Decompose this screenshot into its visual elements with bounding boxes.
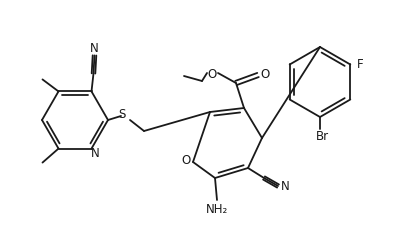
Text: O: O: [261, 69, 270, 82]
Text: N: N: [91, 147, 100, 160]
Text: O: O: [207, 69, 217, 82]
Text: F: F: [357, 58, 363, 71]
Text: S: S: [119, 109, 126, 122]
Text: N: N: [90, 42, 99, 55]
Text: Br: Br: [316, 131, 328, 144]
Text: N: N: [280, 180, 289, 193]
Text: O: O: [182, 155, 191, 168]
Text: NH₂: NH₂: [206, 203, 228, 216]
